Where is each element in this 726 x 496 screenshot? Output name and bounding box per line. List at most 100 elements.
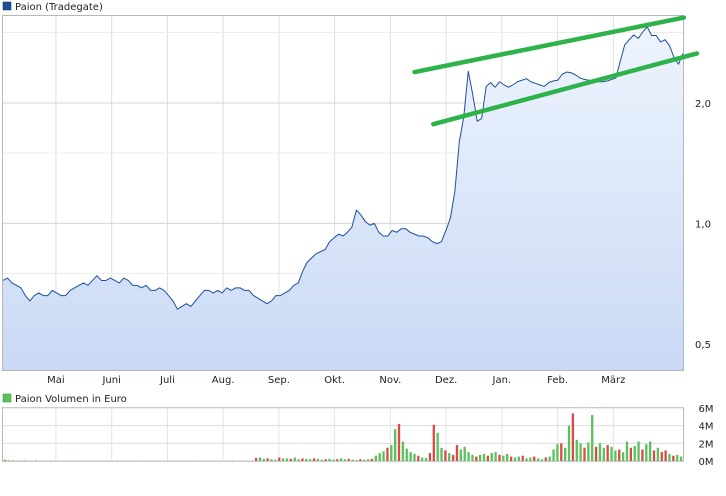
volume-bar [529, 457, 532, 461]
volume-bar [343, 459, 347, 461]
price-area-fill [3, 26, 683, 371]
volume-bar [625, 441, 629, 461]
x-tick-label: Aug. [212, 375, 235, 386]
volume-bar [266, 458, 269, 461]
volume-bar [424, 457, 428, 461]
trend-channel-layer [412, 15, 700, 127]
price-y-axis: 0,5 1,0 2,0 [695, 99, 711, 351]
volume-bar [575, 439, 578, 461]
volume-bar [598, 443, 602, 461]
volume-bar [645, 444, 648, 461]
volume-bar [571, 413, 575, 461]
price-area-layer [2, 26, 684, 371]
x-tick-label: Jan. [492, 375, 512, 386]
volume-bar [347, 458, 350, 461]
x-tick-label: Feb. [547, 375, 568, 386]
volume-bar [533, 456, 536, 461]
volume-bar [359, 459, 362, 461]
volume-bar [579, 443, 582, 461]
volume-bar [679, 456, 683, 461]
volume-bar [448, 453, 451, 461]
x-tick-label: Juli [159, 375, 175, 386]
volume-bar [498, 454, 501, 461]
upper-channel-trendline [412, 15, 687, 75]
volume-bar [513, 457, 517, 461]
volume-bar [370, 458, 374, 461]
volume-bar [656, 447, 660, 461]
volume-bar [285, 458, 289, 461]
volume-bar [378, 453, 381, 461]
volume-bar [7, 460, 10, 461]
volume-bar [417, 455, 420, 461]
volume-bar [556, 444, 559, 461]
x-tick-label: Juni [101, 375, 120, 386]
volume-bar [536, 458, 540, 461]
volume-bar [278, 457, 281, 461]
volume-bar [309, 459, 312, 461]
volume-bar [479, 454, 482, 461]
x-tick-label: Mai [47, 375, 65, 386]
volume-bar [394, 429, 397, 461]
volume-bar [316, 458, 320, 461]
volume-bar [672, 455, 675, 461]
volume-bar [540, 459, 544, 461]
volume-bar [629, 447, 632, 461]
volume-bar [494, 452, 497, 461]
volume-bar [451, 454, 455, 461]
volume-bar [548, 456, 551, 461]
volume-bar [301, 458, 304, 461]
volume-bar [486, 455, 490, 461]
volume-bar [506, 453, 509, 461]
volume-bar [312, 458, 316, 461]
volume-bar [564, 447, 567, 461]
volume-bar [390, 445, 393, 461]
volume-bar [339, 458, 343, 461]
volume-bar [606, 445, 609, 461]
volume-bar [602, 447, 605, 461]
volume-bar [281, 458, 285, 461]
volume-bar [467, 452, 470, 461]
volume-bars [3, 413, 683, 461]
volume-bar [567, 425, 571, 461]
lower-channel-trendline [431, 51, 700, 127]
x-tick-label: Dez. [435, 375, 457, 386]
volume-bar [413, 453, 416, 461]
volume-bar [258, 457, 262, 461]
volume-bar [3, 459, 7, 461]
volume-bar [289, 458, 292, 461]
volume-bar [668, 453, 671, 461]
volume-bar [459, 449, 462, 461]
y-tick-label: 2,0 [695, 99, 711, 110]
x-tick-label: Okt. [324, 375, 345, 386]
volume-bar [351, 459, 354, 461]
volume-bar [649, 441, 652, 461]
volume-bar [587, 442, 590, 461]
volume-bar [475, 456, 478, 461]
volume-bar [374, 455, 377, 461]
x-tick-label: März [601, 375, 625, 386]
volume-bar [305, 458, 308, 461]
volume-bar [502, 455, 505, 461]
volume-y-tick-label: 4M [699, 422, 714, 433]
volume-bar [455, 445, 459, 461]
volume-bar [560, 443, 563, 461]
volume-y-tick-label: 6M [699, 404, 714, 415]
price-legend: Paion (Tradegate) [2, 1, 103, 13]
volume-bar [428, 453, 432, 461]
volume-legend: Paion Volumen in Euro [2, 393, 127, 405]
price-x-axis: Mai Juni Juli Aug. Sep. Okt. Nov. Dez. Jan. Feb. M… [47, 375, 625, 386]
volume-bar [610, 446, 613, 461]
volume-bar [552, 449, 555, 461]
volume-bar [444, 450, 447, 461]
price-series-line [2, 26, 684, 310]
y-tick-label: 0,5 [695, 340, 711, 351]
volume-bar [324, 459, 327, 461]
volume-bar [614, 450, 617, 461]
y-tick-label: 1,0 [695, 219, 711, 230]
price-legend-label: Paion (Tradegate) [15, 2, 103, 13]
volume-bar [440, 447, 443, 461]
volume-bar [583, 447, 586, 461]
volume-y-axis: 0M 2M 4M 6M [699, 404, 714, 468]
volume-legend-label: Paion Volumen in Euro [15, 394, 127, 405]
